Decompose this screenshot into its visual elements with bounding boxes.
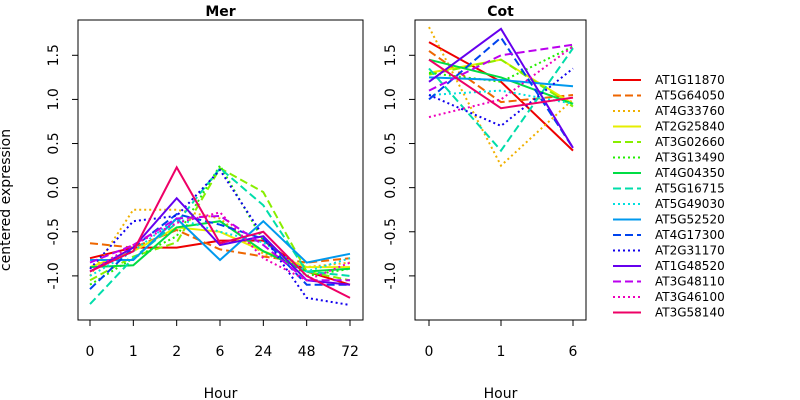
legend-label: AT2G31170 xyxy=(655,244,725,258)
legend-item: AT4G33760 xyxy=(613,104,725,118)
legend-label: AT3G48110 xyxy=(655,275,725,289)
series-line-at1g11870 xyxy=(428,41,574,152)
x-tick-label: 0 xyxy=(425,344,434,360)
y-tick-label: 0.0 xyxy=(46,177,62,199)
legend-label: AT3G46100 xyxy=(655,290,725,304)
legend-item: AT2G25840 xyxy=(613,120,725,134)
panels: Mer-1.0-0.50.00.51.01.50 1 2 6 24 48 72HourCot… xyxy=(46,4,587,400)
x-tick-label: 2 xyxy=(172,344,181,360)
series-line-at3g48110 xyxy=(428,43,574,92)
x-tick-label: 0 xyxy=(86,344,95,360)
x-axis-label: Hour xyxy=(484,386,518,400)
legend-label: AT3G02660 xyxy=(655,135,725,149)
series-line-at3g46100 xyxy=(89,211,351,282)
legend-label: AT5G52520 xyxy=(655,213,725,227)
y-tick-label: 1.5 xyxy=(46,44,62,66)
series-line-at2g31170 xyxy=(89,168,351,306)
series-line-at4g33760 xyxy=(428,26,574,168)
legend-item: AT3G02660 xyxy=(613,135,725,149)
panel-title: Cot xyxy=(487,4,514,20)
series-line-at5g52520 xyxy=(90,217,351,264)
series-line-at3g58140 xyxy=(89,165,351,299)
panel-cot: Cot -1.0 -0.5 0.0 0.5 1.0 1.5 0 1 6 Hour xyxy=(383,4,587,400)
legend-label: AT5G64050 xyxy=(655,89,725,103)
series-group xyxy=(428,26,574,168)
legend-item: AT5G49030 xyxy=(613,197,725,211)
legend-item: AT3G46100 xyxy=(613,290,725,304)
y-tick-label: 1.0 xyxy=(383,88,399,110)
legend-label: AT4G33760 xyxy=(655,104,725,118)
plot-frame xyxy=(414,19,587,321)
x-tick-label: 1 xyxy=(497,344,506,360)
series-line-at3g58140 xyxy=(428,58,574,110)
legend-label: AT4G04350 xyxy=(655,166,725,180)
x-tick-label: 48 xyxy=(298,344,316,360)
panel-title: Mer xyxy=(205,4,235,20)
x-axis-label: Hour xyxy=(204,386,238,400)
legend: AT1G11870AT5G64050AT4G33760AT2G25840AT3G… xyxy=(613,73,725,320)
panel-mer: Mer -1.0 -0.5 0.0 0.5 1.0 1.5 0 1 2 6 24 48 72 Hour xyxy=(46,4,364,400)
legend-item: AT3G48110 xyxy=(613,275,725,289)
y-axis-label: centered expression xyxy=(0,129,14,271)
legend-label: AT3G13490 xyxy=(655,151,725,165)
legend-item: AT5G64050 xyxy=(613,89,725,103)
y-tick-label: -0.5 xyxy=(46,218,62,245)
series-group xyxy=(89,163,351,306)
series-line-at2g31170 xyxy=(428,67,574,128)
series-line-at3g13490 xyxy=(428,45,574,83)
y-tick-label: -1.0 xyxy=(383,262,399,289)
legend-item: AT4G17300 xyxy=(613,228,725,242)
x-tick-label: 72 xyxy=(341,344,359,360)
legend-label: AT1G48520 xyxy=(655,259,725,273)
y-tick-label: -0.5 xyxy=(383,218,399,245)
legend-label: AT5G16715 xyxy=(655,182,725,196)
series-line-at4g33760 xyxy=(89,208,351,277)
x-tick-label: 1 xyxy=(129,344,138,360)
x-tick-label: 6 xyxy=(216,344,225,360)
legend-label: AT5G49030 xyxy=(655,197,725,211)
y-tick-label: 1.5 xyxy=(383,44,399,66)
legend-item: AT1G11870 xyxy=(613,73,725,87)
legend-item: AT4G04350 xyxy=(613,166,725,180)
series-line-at5g16715 xyxy=(428,47,574,153)
legend-item: AT1G48520 xyxy=(613,259,725,273)
series-line-at5g16715 xyxy=(89,166,351,305)
series-line-at5g49030 xyxy=(89,217,351,277)
legend-label: AT3G58140 xyxy=(655,306,725,320)
x-tick-label: 24 xyxy=(254,344,272,360)
series-line-at4g17300 xyxy=(89,213,350,290)
y-tick-label: 0.5 xyxy=(383,132,399,154)
y-tick-label: 1.0 xyxy=(46,88,62,110)
legend-item: AT5G16715 xyxy=(613,182,725,196)
y-tick-label: 0.5 xyxy=(46,132,62,154)
series-line-at5g49030 xyxy=(428,89,574,105)
series-line-at3g02660 xyxy=(428,58,574,108)
legend-item: AT3G58140 xyxy=(613,306,725,320)
legend-item: AT5G52520 xyxy=(613,213,725,227)
x-tick-label: 6 xyxy=(569,344,578,360)
legend-item: AT2G31170 xyxy=(613,244,725,258)
series-line-at1g48520 xyxy=(428,27,574,149)
series-line-at3g02660 xyxy=(89,166,351,282)
legend-item: AT3G13490 xyxy=(613,151,725,165)
legend-label: AT2G25840 xyxy=(655,120,725,134)
legend-label: AT4G17300 xyxy=(655,228,725,242)
legend-label: AT1G11870 xyxy=(655,73,725,87)
series-line-at4g04350 xyxy=(428,58,574,105)
y-tick-label: 0.0 xyxy=(383,177,399,199)
y-tick-label: -1.0 xyxy=(46,262,62,289)
